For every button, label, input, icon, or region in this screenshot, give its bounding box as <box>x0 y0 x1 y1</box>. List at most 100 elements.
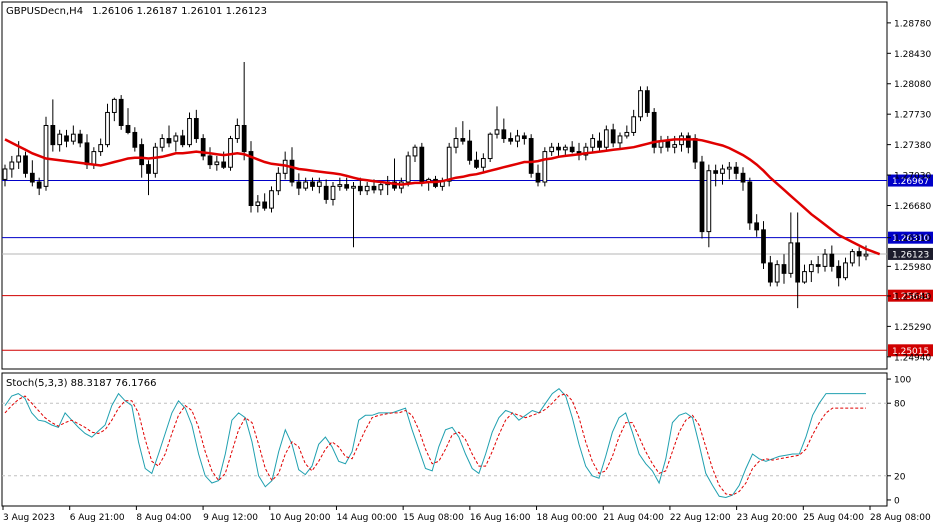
candle <box>64 129 69 148</box>
candle <box>508 132 514 145</box>
candle-body <box>180 135 186 146</box>
candle <box>720 164 725 185</box>
candle <box>105 103 110 148</box>
candle <box>590 134 596 152</box>
candle <box>487 132 493 163</box>
candle <box>603 125 609 152</box>
candle <box>856 247 862 267</box>
candle-body <box>501 129 507 140</box>
time-tick-label: 18 Aug 00:00 <box>537 513 598 523</box>
candle <box>638 86 643 122</box>
candle <box>146 160 151 196</box>
candle <box>70 125 76 145</box>
candle-body <box>200 138 206 157</box>
candle-body <box>419 146 425 183</box>
price-tick-label: 1.28430 <box>894 50 931 60</box>
candle-body <box>412 146 418 157</box>
candle <box>173 132 179 152</box>
candle-body <box>856 251 862 257</box>
candle-body <box>774 264 780 283</box>
candle <box>405 151 411 187</box>
candle <box>2 164 8 187</box>
current-price-label: 1.26123 <box>892 250 929 260</box>
candle-body <box>487 133 493 160</box>
candle <box>29 160 35 187</box>
candle <box>364 182 370 196</box>
candle-body <box>706 170 712 233</box>
candle <box>275 167 281 196</box>
candle <box>795 212 801 309</box>
candle <box>460 121 466 145</box>
moving-average-line <box>4 138 881 256</box>
price-tick-label: 1.27380 <box>894 141 931 151</box>
candle-body <box>562 146 568 151</box>
candle-body <box>139 144 145 166</box>
candle <box>761 221 766 269</box>
candle-body <box>262 201 268 209</box>
candle <box>77 129 83 148</box>
candle <box>733 162 739 180</box>
candle-body <box>207 155 213 166</box>
candle-body <box>98 144 104 153</box>
candle-body <box>726 166 732 170</box>
stoch-tick-label: 100 <box>894 376 911 386</box>
candle-body <box>638 90 643 118</box>
candle-body <box>84 142 90 166</box>
candle-body <box>330 185 336 200</box>
candle-body <box>118 98 124 126</box>
candle <box>774 260 780 287</box>
candle-body <box>685 135 691 148</box>
time-tick-label: 23 Aug 20:00 <box>737 513 798 523</box>
candle-body <box>43 124 49 187</box>
candle-body <box>699 161 705 233</box>
candle-body <box>583 146 589 156</box>
candle <box>351 182 356 248</box>
level-price-label: 1.26310 <box>892 234 929 244</box>
candle <box>528 134 534 178</box>
price-tick-label: 1.26310 <box>894 234 931 244</box>
candle-body <box>255 201 261 207</box>
stoch-tick-label: 20 <box>894 472 906 482</box>
candle <box>624 125 630 139</box>
candle <box>241 62 247 161</box>
candle <box>337 177 343 191</box>
ohlc-label: 1.26106 1.26187 1.26101 1.26123 <box>92 6 267 17</box>
candle-body <box>357 185 363 192</box>
candle <box>706 164 712 248</box>
candle <box>802 264 807 284</box>
main-panel-frame <box>1 1 888 370</box>
candle <box>610 123 616 148</box>
stoch-main-line <box>4 388 866 499</box>
candle <box>262 193 268 211</box>
candle-body <box>275 172 281 192</box>
candle <box>111 97 117 122</box>
candle-body <box>378 184 384 191</box>
candle-body <box>23 155 28 174</box>
candle-body <box>651 111 657 148</box>
level-price-badge <box>888 344 933 357</box>
candle-body <box>795 242 801 283</box>
candle <box>726 162 732 180</box>
candle-body <box>549 146 555 153</box>
candle-body <box>474 159 479 168</box>
time-tick-label: 8 Aug 04:00 <box>136 513 191 523</box>
candle-body <box>754 222 760 231</box>
candle-body <box>610 129 616 144</box>
candle-body <box>603 129 609 148</box>
candle-body <box>761 229 766 264</box>
price-tick-label: 1.28080 <box>894 80 931 90</box>
candle-body <box>50 124 56 146</box>
candle-body <box>480 158 486 168</box>
candles-layer <box>2 62 869 309</box>
candle-body <box>364 185 370 192</box>
candle-body <box>747 181 753 224</box>
candle-body <box>337 184 343 187</box>
time-tick-label: 21 Aug 04:00 <box>603 513 664 523</box>
candle <box>685 132 691 154</box>
candle-body <box>556 146 561 151</box>
candle-body <box>344 184 350 189</box>
candle-body <box>535 172 541 183</box>
candle-body <box>269 190 274 209</box>
time-tick-label: 10 Aug 20:00 <box>270 513 331 523</box>
